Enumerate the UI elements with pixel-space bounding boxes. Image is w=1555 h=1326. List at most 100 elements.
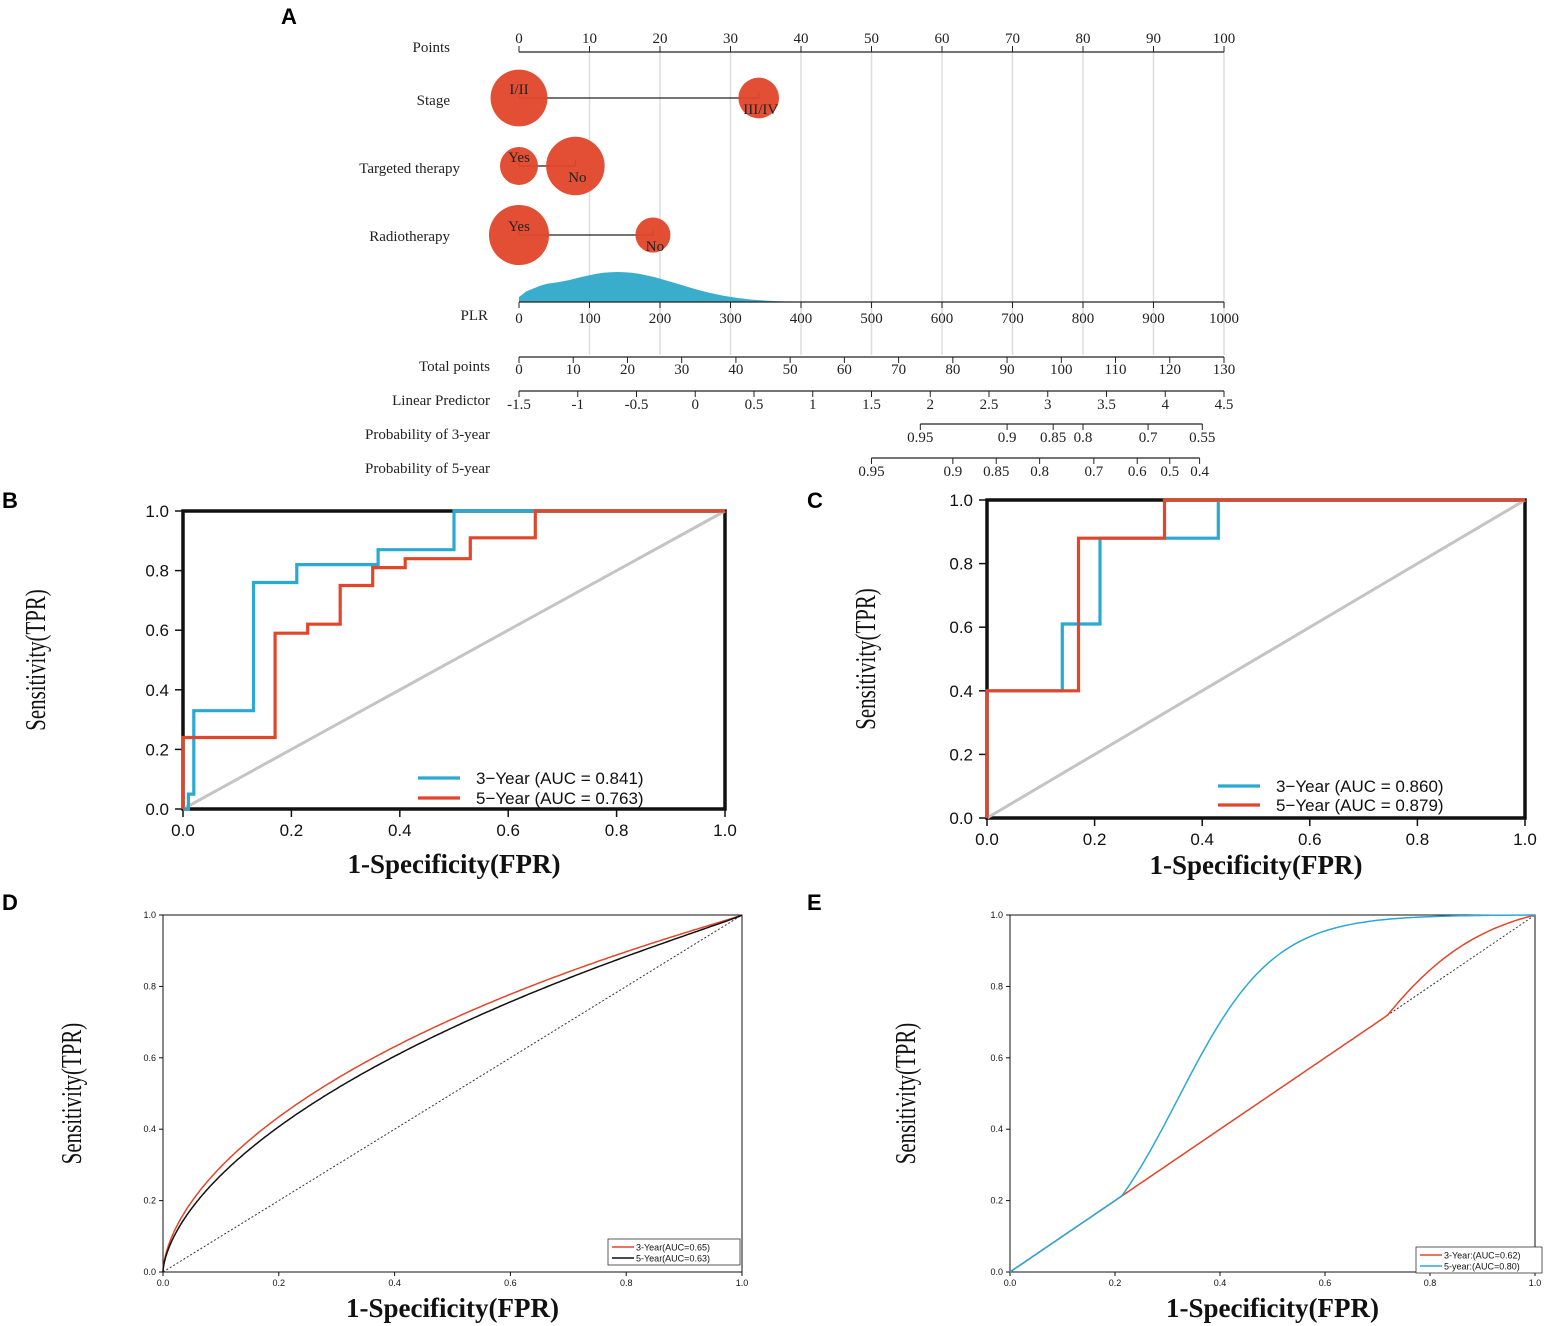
total-points-tick-label: 20 [620, 362, 635, 378]
roc-panel-d: 0.0 0.2 0.4 0.6 0.8 1.0 0.0 0.2 0.4 0.6 0.8 1.0 1-Sp… [56, 910, 749, 1323]
y-tick-label: 0.2 [949, 745, 973, 764]
linear-predictor-tick-label: 4 [1162, 397, 1170, 413]
legend-label: 3−Year (AUC = 0.841) [476, 769, 644, 788]
probability-tick-label: 0.7 [1084, 464, 1103, 480]
row-label: Stage [417, 93, 451, 109]
y-tick-label: 0.0 [145, 800, 169, 819]
x-tick-label: 0.0 [171, 821, 195, 840]
row-label: Probability of 5-year [365, 461, 490, 477]
linear-predictor-tick-label: -1.5 [507, 397, 531, 413]
total-points-tick-label: 130 [1213, 362, 1236, 378]
legend-label: 5−Year (AUC = 0.763) [476, 789, 644, 808]
probability-tick-label: 0.85 [983, 464, 1009, 480]
linear-predictor-tick-label: 0 [692, 397, 700, 413]
probability-tick-label: 0.9 [998, 430, 1017, 446]
points-tick-label: 100 [1213, 31, 1236, 47]
plr-tick-label: 600 [931, 311, 954, 327]
roc-curve-2 [162, 914, 743, 1272]
points-tick-label: 30 [723, 31, 738, 47]
level-dot [635, 217, 671, 253]
row-label: Radiotherapy [369, 229, 450, 245]
plr-tick-label: 500 [860, 311, 883, 327]
points-tick-label: 70 [1005, 31, 1020, 47]
x-tick-label: 0.8 [1424, 1278, 1437, 1288]
level-label: Yes [508, 219, 530, 235]
points-tick-label: 0 [515, 31, 523, 47]
x-axis-label: 1-Specificity(FPR) [348, 849, 561, 879]
row-label: Total points [419, 359, 490, 375]
x-tick-label: 0.6 [496, 821, 520, 840]
x-tick-label: 0.6 [504, 1278, 517, 1288]
x-tick-label: 0.2 [1083, 830, 1107, 849]
panel-label-b: B [2, 488, 18, 513]
linear-predictor-tick-label: 2 [927, 397, 935, 413]
x-axis-label: 1-Specificity(FPR) [1150, 850, 1363, 880]
plr-density [519, 272, 1224, 302]
plr-tick-label: 700 [1001, 311, 1024, 327]
probability-tick-label: 0.7 [1139, 430, 1158, 446]
probability-tick-label: 0.95 [907, 430, 933, 446]
points-tick-label: 10 [582, 31, 597, 47]
level-label: No [568, 170, 586, 186]
points-tick-label: 80 [1076, 31, 1091, 47]
total-points-tick-label: 120 [1159, 362, 1182, 378]
probability-tick-label: 0.6 [1128, 464, 1147, 480]
x-tick-label: 1.0 [1529, 1278, 1542, 1288]
y-tick-label: 0.0 [143, 1267, 156, 1277]
linear-predictor-tick-label: -1 [572, 397, 585, 413]
y-tick-label: 0.6 [145, 621, 169, 640]
y-tick-label: 0.4 [145, 681, 169, 700]
level-label: I/II [509, 82, 528, 98]
total-points-tick-label: 10 [566, 362, 581, 378]
roc-curve-2 [1009, 914, 1535, 1273]
row-label: Linear Predictor [392, 393, 490, 409]
plr-tick-label: 200 [649, 311, 672, 327]
y-tick-label: 0.4 [143, 1124, 156, 1134]
y-tick-label: 0.6 [990, 1053, 1003, 1063]
panel-label-a: A [281, 4, 297, 29]
probability-tick-label: 0.4 [1190, 464, 1209, 480]
y-tick-label: 0.8 [145, 562, 169, 581]
linear-predictor-tick-label: 3 [1044, 397, 1052, 413]
y-tick-label: 0.4 [949, 682, 973, 701]
y-tick-label: 0.0 [990, 1267, 1003, 1277]
x-tick-label: 0.0 [975, 830, 999, 849]
plr-tick-label: 400 [790, 311, 813, 327]
roc-panel-e: 0.0 0.2 0.4 0.6 0.8 1.0 0.0 0.2 0.4 0.6 0.8 1.0 1-Sp… [890, 910, 1543, 1323]
legend-label: 3-Year(AUC=0.65) [636, 1243, 710, 1253]
x-tick-label: 0.4 [388, 1278, 401, 1288]
level-dot [546, 136, 605, 196]
x-tick-label: 0.4 [1190, 830, 1214, 849]
roc-panel-b: 0.0 0.2 0.4 0.6 0.8 1.0 0.0 0.2 0.4 0.6 0.8 1.0 1-Sp… [20, 502, 737, 879]
y-axis-label: Sensitivity(TPR) [850, 588, 882, 729]
row-label: Targeted therapy [359, 161, 460, 177]
linear-predictor-tick-label: 4.5 [1215, 397, 1234, 413]
total-points-tick-label: 40 [728, 362, 743, 378]
points-tick-label: 60 [935, 31, 950, 47]
x-tick-label: 0.8 [1406, 830, 1430, 849]
plr-tick-label: 100 [578, 311, 601, 327]
y-axis-label: Sensitivity(TPR) [20, 589, 52, 730]
y-tick-label: 0.2 [990, 1196, 1003, 1206]
reference-diagonal [986, 498, 1526, 820]
y-tick-label: 1.0 [145, 502, 169, 521]
level-label: Yes [508, 150, 530, 166]
y-tick-label: 1.0 [143, 910, 156, 920]
plot-frame [1009, 914, 1536, 1273]
row-label: PLR [460, 308, 488, 324]
total-points-tick-label: 50 [783, 362, 798, 378]
roc-curve-2 [181, 509, 725, 809]
total-points-tick-label: 70 [891, 362, 906, 378]
total-points-tick-label: 80 [945, 362, 960, 378]
y-tick-label: 0.0 [949, 809, 973, 828]
roc-panel-c: 0.0 0.2 0.4 0.6 0.8 1.0 0.0 0.2 0.4 0.6 0.8 1.0 1-Sp… [850, 491, 1537, 880]
panel-label-e: E [807, 890, 822, 915]
total-points-tick-label: 90 [1000, 362, 1015, 378]
legend-box [1415, 1246, 1543, 1274]
x-axis-label: 1-Specificity(FPR) [1166, 1293, 1379, 1323]
plr-tick-label: 900 [1142, 311, 1165, 327]
x-tick-label: 0.0 [157, 1278, 170, 1288]
level-label: III/IV [743, 102, 778, 118]
legend-label: 5-year:(AUC=0.80) [1444, 1262, 1520, 1272]
y-tick-label: 0.8 [949, 555, 973, 574]
